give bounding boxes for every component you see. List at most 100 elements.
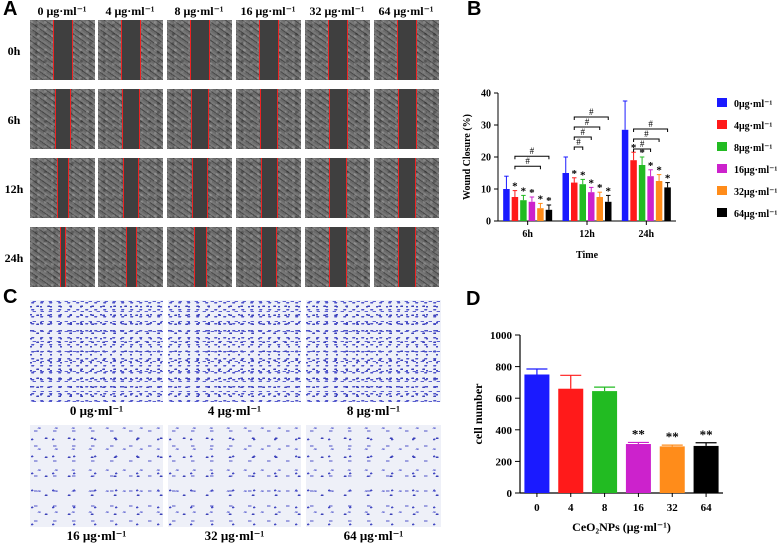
column-label: 0 μg·ml⁻¹ <box>37 4 87 18</box>
row-label: 24h <box>4 251 24 265</box>
transwell-label: 16 μg·ml⁻¹ <box>66 528 127 543</box>
bar <box>693 445 719 493</box>
wound-image <box>236 89 301 149</box>
x-tick-label: 0 <box>534 502 540 514</box>
wound-image <box>30 89 95 149</box>
comparison-bracket <box>633 138 660 142</box>
significance-star: * <box>648 160 654 172</box>
bar <box>659 446 685 493</box>
hash-marker: # <box>581 127 586 137</box>
wound-gap-lines <box>123 158 139 218</box>
transwell-image <box>168 300 301 402</box>
y-tick-label: 0 <box>507 488 513 500</box>
x-tick-label: 64 <box>701 502 713 514</box>
bar <box>503 189 510 221</box>
wound-image <box>30 158 95 218</box>
legend-swatch <box>717 120 727 129</box>
comparison-bracket <box>573 126 601 130</box>
wound-gap-lines <box>259 20 279 80</box>
bar <box>511 197 519 221</box>
y-tick-label: 1000 <box>490 330 513 342</box>
comparison-bracket <box>633 148 652 152</box>
transwell-label: 4 μg·ml⁻¹ <box>207 403 262 418</box>
hash-marker: # <box>576 137 581 147</box>
wound-image <box>98 227 163 287</box>
panel-d-letter: D <box>466 288 481 310</box>
x-tick-label: 24h <box>639 229 655 240</box>
significance-star: * <box>572 168 578 180</box>
wound-gap-lines <box>398 158 416 218</box>
x-axis-label: Time <box>576 250 599 261</box>
x-tick-label: 6h <box>522 229 533 240</box>
hash-marker: # <box>648 119 653 129</box>
wound-image <box>167 158 232 218</box>
wound-image <box>98 20 163 80</box>
transwell-image <box>30 425 163 527</box>
x-tick-label: 32 <box>667 502 679 514</box>
y-tick-label: 20 <box>481 153 491 164</box>
wound-image <box>236 227 301 287</box>
bar <box>562 173 569 221</box>
wound-image <box>236 20 301 80</box>
row-label: 0h <box>7 44 21 58</box>
legend-swatch <box>717 208 727 217</box>
bar <box>621 129 629 221</box>
column-label: 4 μg·ml⁻¹ <box>105 4 155 18</box>
x-axis-label: CeO₂NPs (μg·ml⁻¹) <box>572 520 671 534</box>
wound-gap-lines <box>397 20 417 80</box>
y-tick-label: 800 <box>496 362 513 374</box>
x-tick-label: 8 <box>602 502 608 514</box>
wound-gap-lines <box>260 89 278 149</box>
panel-c-letter: C <box>3 286 18 308</box>
bar <box>638 165 646 221</box>
legend-swatch <box>717 98 727 107</box>
y-tick-label: 40 <box>481 89 491 100</box>
hash-marker: # <box>589 107 594 117</box>
column-label: 32 μg·ml⁻¹ <box>309 4 365 18</box>
x-tick-label: 12h <box>579 229 595 240</box>
significance-star: * <box>656 165 662 177</box>
column-label: 64 μg·ml⁻¹ <box>378 4 434 18</box>
wound-gap-lines <box>53 20 73 80</box>
wound-gap-lines <box>397 89 417 149</box>
y-tick-label: 30 <box>481 121 491 132</box>
wound-gap-lines <box>55 89 71 149</box>
y-tick-label: 400 <box>496 425 513 437</box>
wound-gap-lines <box>329 227 347 287</box>
bar <box>520 200 527 221</box>
legend-label: 8μg·ml⁻¹ <box>734 143 772 154</box>
wound-image <box>98 158 163 218</box>
wound-image <box>305 20 370 80</box>
significance-star: * <box>597 182 603 194</box>
bar <box>571 182 578 221</box>
wound-image <box>305 158 370 218</box>
comparison-bracket <box>573 146 584 150</box>
wound-image <box>30 20 95 80</box>
transwell-label: 32 μg·ml⁻¹ <box>204 528 265 543</box>
significance-star: * <box>631 142 637 154</box>
legend-label: 32μg·ml⁻¹ <box>734 187 777 198</box>
legend-label: 16μg·ml⁻¹ <box>734 165 777 176</box>
wound-image <box>167 227 232 287</box>
legend-swatch <box>717 142 727 151</box>
significance-stars: ** <box>632 426 645 441</box>
bar <box>630 160 637 221</box>
y-axis-label: cell number <box>471 383 485 445</box>
comparison-bracket <box>633 128 669 132</box>
y-tick-label: 600 <box>496 393 513 405</box>
wound-image <box>98 89 163 149</box>
comparison-bracket <box>573 116 609 120</box>
y-tick-label: 10 <box>481 185 491 196</box>
panel-a-letter: A <box>3 0 18 20</box>
legend-label: 4μg·ml⁻¹ <box>734 121 772 132</box>
wound-gap-lines <box>122 89 140 149</box>
wound-gap-lines <box>57 158 69 218</box>
transwell-label: 8 μg·ml⁻¹ <box>346 403 401 418</box>
bar <box>625 444 651 493</box>
comparison-bracket <box>573 136 592 140</box>
significance-star: * <box>589 177 595 189</box>
wound-image <box>374 158 439 218</box>
bar <box>592 391 618 493</box>
legend-label: 64μg·ml⁻¹ <box>734 209 777 220</box>
